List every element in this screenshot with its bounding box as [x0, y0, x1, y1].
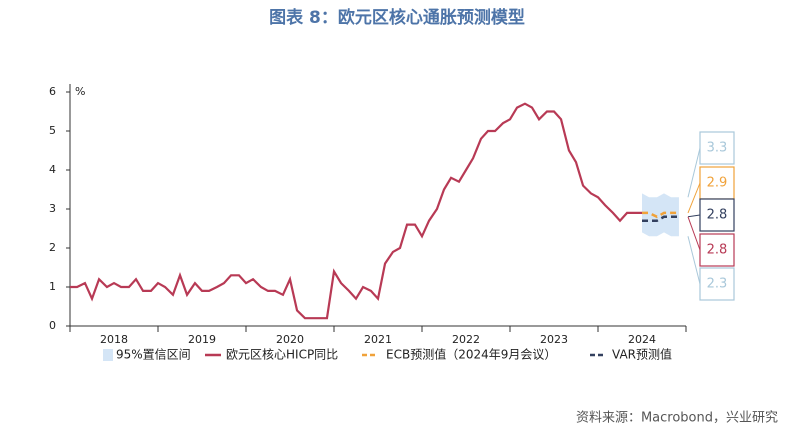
leader-line	[687, 236, 701, 285]
label-box	[699, 198, 735, 232]
y-unit: %	[75, 85, 85, 98]
x-tick-label: 2022	[452, 333, 480, 346]
chart-title: 图表 8：欧元区核心通胀预测模型	[269, 7, 525, 28]
legend-label: ECB预测值（2024年9月会议）	[386, 347, 556, 362]
series-line	[642, 211, 679, 219]
legend-label: 95%置信区间	[116, 348, 191, 362]
leader-line	[687, 216, 701, 251]
y-tick-label: 3	[49, 202, 56, 215]
confidence-band	[642, 193, 679, 237]
end-label: 3.3	[707, 141, 728, 156]
y-tick-label: 2	[49, 241, 56, 254]
y-tick-label: 1	[49, 280, 56, 293]
label-box	[699, 233, 735, 267]
x-tick-label: 2023	[540, 333, 568, 346]
x-tick-label: 2021	[364, 333, 392, 346]
end-label: 2.9	[707, 176, 728, 191]
label-box	[699, 166, 735, 200]
legend-swatch	[103, 349, 113, 361]
end-label: 2.8	[707, 208, 728, 223]
source: 资料来源：Macrobond，兴业研究	[576, 411, 778, 426]
legend-label: 欧元区核心HICP同比	[226, 348, 338, 362]
series-line	[642, 215, 679, 222]
label-box	[699, 131, 735, 165]
x-tick-label: 2020	[276, 333, 304, 346]
x-tick-label: 2018	[100, 333, 128, 346]
y-tick-label: 4	[49, 163, 56, 176]
legend-label: VAR预测值	[612, 347, 672, 362]
y-tick-label: 5	[49, 124, 56, 137]
x-tick-label: 2019	[188, 333, 216, 346]
end-label: 2.3	[707, 277, 728, 292]
y-tick-label: 0	[49, 319, 56, 332]
leader-line	[687, 182, 701, 214]
leader-line	[687, 147, 701, 198]
label-box	[699, 267, 735, 301]
y-tick-label: 6	[49, 85, 56, 98]
end-label: 2.8	[707, 243, 728, 258]
leader-line	[687, 214, 701, 218]
x-tick-label: 2024	[628, 333, 656, 346]
series-line	[70, 102, 642, 320]
